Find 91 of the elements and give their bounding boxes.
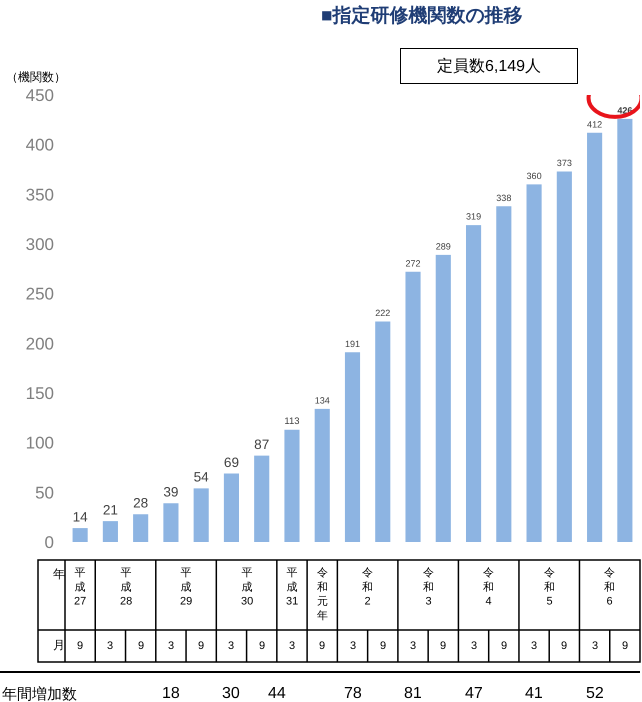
data-label: 338 bbox=[496, 192, 512, 203]
bar bbox=[224, 473, 240, 542]
data-label: 191 bbox=[344, 338, 360, 349]
x-tick-label: 9 bbox=[77, 640, 84, 652]
data-label: 28 bbox=[133, 496, 148, 511]
text: 平成29 bbox=[180, 567, 192, 608]
data-label: 289 bbox=[436, 242, 451, 252]
x-tick-label: 9 bbox=[198, 640, 204, 652]
bar bbox=[163, 503, 178, 542]
bar bbox=[375, 321, 390, 542]
y-axis-title: （機関数） bbox=[6, 70, 66, 84]
bar bbox=[254, 456, 270, 542]
x-tick-label: 3 bbox=[350, 640, 356, 652]
data-label: 360 bbox=[526, 170, 542, 181]
chart-title: ■指定研修機関数の推移 bbox=[321, 4, 522, 26]
text: 平成30 bbox=[241, 567, 254, 608]
data-label: 134 bbox=[314, 395, 330, 406]
bar bbox=[284, 430, 300, 542]
text: 令和4 bbox=[483, 567, 494, 608]
text: 41 bbox=[525, 685, 543, 702]
x-tick-label: 3 bbox=[289, 640, 296, 652]
bar bbox=[436, 254, 451, 542]
data-label: 272 bbox=[405, 258, 421, 268]
x-tick-label: 3 bbox=[531, 640, 538, 652]
x-tick-label: 9 bbox=[138, 640, 144, 652]
y-tick-label: 50 bbox=[35, 483, 54, 502]
x-tick-label: 3 bbox=[107, 640, 114, 652]
text: 年 bbox=[53, 567, 65, 581]
text: 令和5 bbox=[544, 567, 555, 608]
bar bbox=[526, 184, 542, 542]
text: 年間増加数 bbox=[2, 686, 77, 702]
y-tick-label: 350 bbox=[26, 185, 54, 204]
bar bbox=[194, 488, 209, 542]
x-tick-label: 9 bbox=[319, 640, 326, 652]
x-tick-label: 3 bbox=[168, 640, 174, 652]
bar bbox=[496, 206, 512, 542]
text: 平成27 bbox=[74, 567, 86, 608]
x-tick-label: 3 bbox=[471, 640, 478, 652]
y-tick-label: 100 bbox=[26, 434, 54, 453]
text: 18 bbox=[162, 685, 180, 702]
data-label: 319 bbox=[466, 212, 482, 222]
x-tick-label: 9 bbox=[440, 640, 446, 652]
x-tick-label: 3 bbox=[228, 640, 234, 652]
x-tick-label: 9 bbox=[622, 640, 628, 652]
bar bbox=[466, 225, 482, 542]
text: 44 bbox=[268, 685, 286, 702]
bar bbox=[133, 514, 148, 542]
text: 定員数6,149人 bbox=[436, 57, 542, 75]
bar bbox=[102, 521, 118, 542]
data-label: 21 bbox=[102, 502, 118, 518]
x-tick-label: 9 bbox=[561, 640, 568, 652]
text: 令和2 bbox=[362, 567, 373, 608]
data-label: 39 bbox=[163, 484, 178, 500]
y-tick-label: 450 bbox=[26, 86, 54, 105]
data-label: 222 bbox=[375, 308, 390, 318]
data-label: 69 bbox=[224, 454, 240, 470]
x-tick-label: 9 bbox=[380, 640, 386, 652]
text: 平成28 bbox=[120, 567, 132, 608]
y-tick-label: 300 bbox=[26, 234, 54, 254]
data-label: 113 bbox=[284, 416, 300, 428]
x-tick-label: 3 bbox=[592, 640, 598, 652]
bar bbox=[587, 132, 602, 542]
x-tick-label: 9 bbox=[259, 640, 266, 652]
data-label: 87 bbox=[254, 436, 270, 452]
bar bbox=[314, 408, 330, 542]
text: 令和3 bbox=[423, 567, 434, 608]
text: 令和元年 bbox=[317, 567, 328, 622]
data-label: 373 bbox=[556, 158, 572, 168]
text: 78 bbox=[344, 685, 362, 702]
text: 81 bbox=[404, 685, 422, 702]
text: 令和6 bbox=[604, 567, 615, 608]
data-label: 54 bbox=[194, 470, 210, 485]
data-label: 14 bbox=[72, 509, 88, 524]
text: 月 bbox=[53, 638, 65, 652]
y-tick-label: 200 bbox=[26, 334, 54, 354]
data-label: 412 bbox=[587, 119, 602, 130]
y-tick-label: 150 bbox=[26, 384, 54, 403]
bar bbox=[617, 118, 632, 542]
text: 47 bbox=[465, 685, 483, 702]
x-tick-label: 3 bbox=[410, 640, 416, 652]
y-tick-label: 250 bbox=[26, 284, 54, 304]
bar bbox=[344, 352, 360, 542]
text: 52 bbox=[586, 685, 604, 702]
bar bbox=[556, 171, 572, 542]
x-tick-label: 9 bbox=[501, 640, 508, 652]
text: 平成31 bbox=[286, 567, 298, 608]
bar bbox=[72, 528, 88, 542]
text: 30 bbox=[222, 685, 240, 702]
y-tick-label: 400 bbox=[26, 136, 54, 155]
y-tick-label: 0 bbox=[44, 532, 54, 552]
bar bbox=[405, 272, 421, 542]
